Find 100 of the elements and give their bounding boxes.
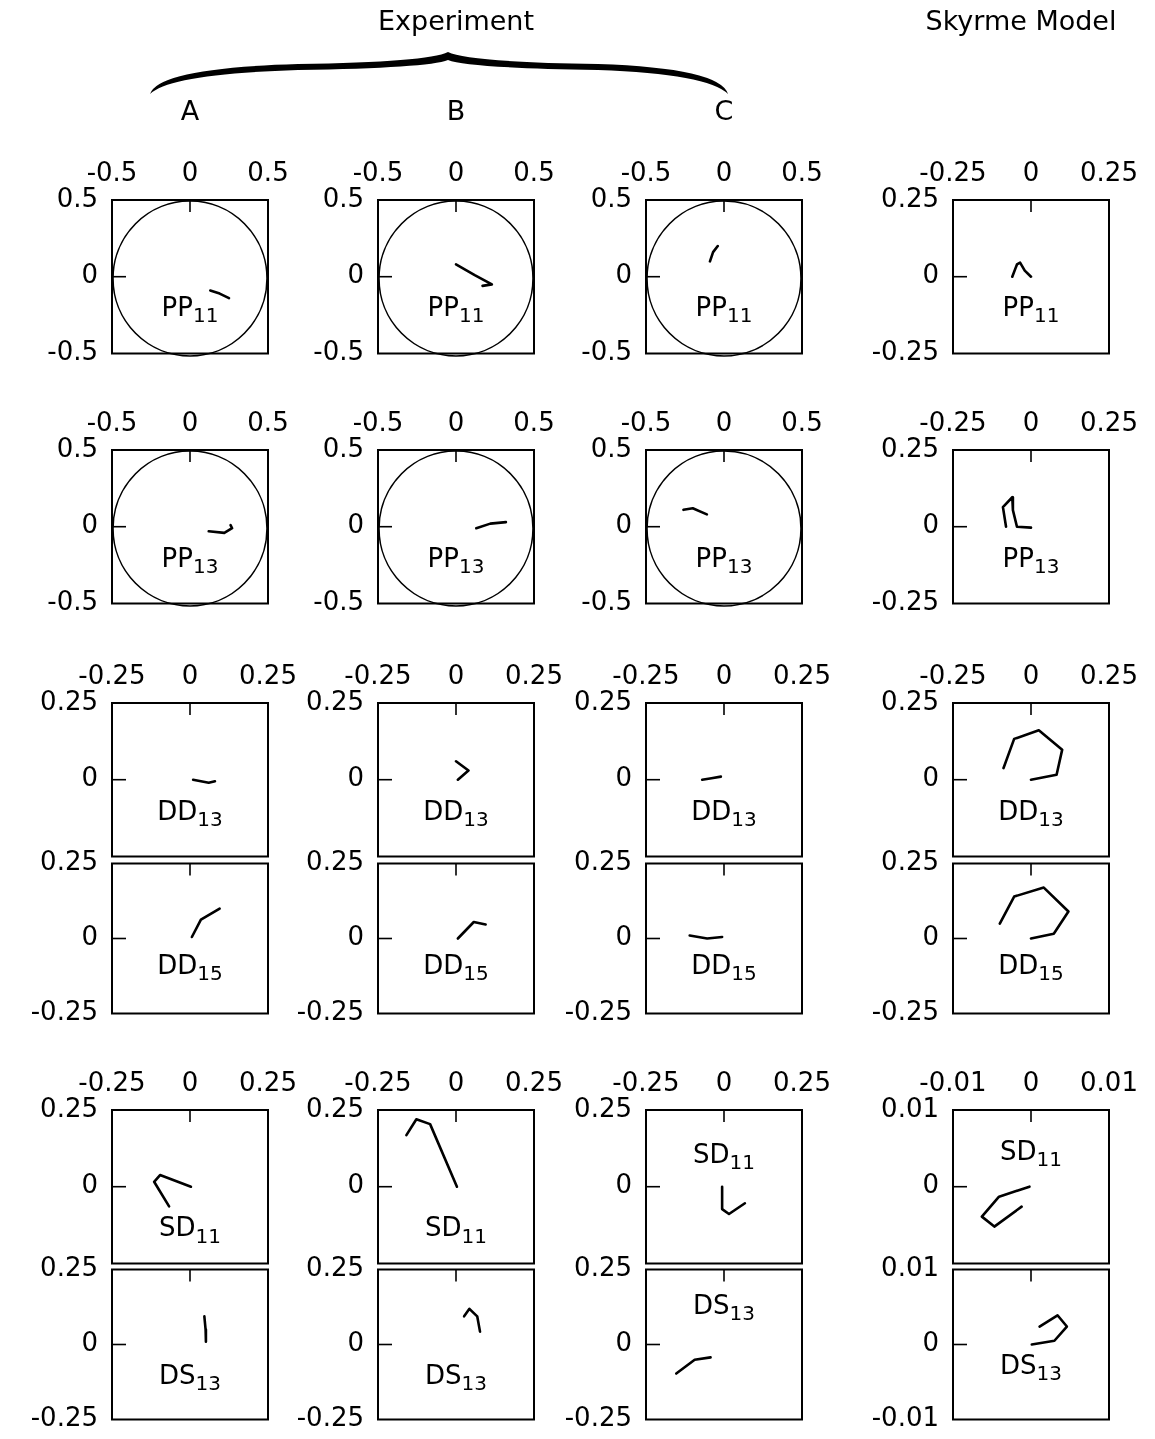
y-tick-label: 0: [615, 509, 632, 540]
y-tick-label: 0.25: [306, 1092, 364, 1123]
y-tick-label: 0.5: [322, 182, 364, 213]
x-tick-label: 0.25: [1080, 407, 1138, 438]
y-tick-label: 0: [81, 259, 98, 290]
chart-title: C: [714, 95, 734, 126]
chart-title: Skyrme Model: [925, 5, 1117, 36]
y-tick-label: 0: [81, 921, 98, 952]
y-tick-label: 0.5: [56, 182, 98, 213]
x-tick-label: 0: [1022, 660, 1040, 691]
x-tick-label: 0.5: [513, 407, 555, 438]
y-tick-label: 0.25: [574, 846, 632, 877]
x-tick-label: 0: [715, 1067, 733, 1098]
x-tick-label: 0: [1022, 1067, 1040, 1098]
x-tick-label: 0.5: [247, 157, 289, 188]
x-tick-label: 0.25: [773, 1067, 831, 1098]
y-tick-label: -0.25: [296, 1402, 364, 1433]
y-tick-label: 0: [81, 762, 98, 793]
y-tick-label: 0.25: [881, 685, 939, 716]
x-tick-label: 0: [1022, 157, 1040, 188]
y-tick-label: 0.01: [881, 1092, 939, 1123]
y-tick-label: 0.25: [881, 432, 939, 463]
y-tick-label: 0: [922, 509, 939, 540]
x-tick-label: 0: [181, 157, 199, 188]
x-tick-label: 0.25: [505, 660, 563, 691]
y-tick-label: 0.5: [590, 182, 632, 213]
y-tick-label: 0: [347, 509, 364, 540]
y-tick-label: 0.25: [881, 846, 939, 877]
y-tick-label: 0.25: [574, 1252, 632, 1283]
x-tick-label: 0: [715, 660, 733, 691]
y-tick-label: 0.5: [590, 432, 632, 463]
y-tick-label: 0.5: [322, 432, 364, 463]
x-tick-label: 0.5: [781, 157, 823, 188]
y-tick-label: 0: [347, 1327, 364, 1358]
y-tick-label: -0.25: [30, 1402, 98, 1433]
y-tick-label: -0.5: [581, 336, 632, 367]
y-tick-label: 0: [615, 921, 632, 952]
y-tick-label: 0: [347, 762, 364, 793]
x-tick-label: 0: [447, 407, 465, 438]
y-tick-label: -0.25: [564, 1402, 632, 1433]
y-tick-label: 0: [922, 259, 939, 290]
y-tick-label: -0.5: [47, 336, 98, 367]
y-tick-label: 0: [347, 921, 364, 952]
y-tick-label: -0.01: [871, 1402, 939, 1433]
y-tick-label: 0: [81, 509, 98, 540]
chart-title: A: [180, 95, 200, 126]
x-tick-label: 0: [715, 157, 733, 188]
y-tick-label: 0.25: [881, 182, 939, 213]
x-tick-label: 0.25: [239, 1067, 297, 1098]
chart-title: B: [446, 95, 466, 126]
x-tick-label: 0.5: [513, 157, 555, 188]
y-tick-label: -0.5: [313, 586, 364, 617]
x-tick-label: 0: [181, 1067, 199, 1098]
y-tick-label: -0.25: [296, 996, 364, 1027]
x-tick-label: 0: [447, 157, 465, 188]
y-tick-label: 0: [347, 259, 364, 290]
y-tick-label: 0: [922, 1327, 939, 1358]
chart-subtitle: Experiment: [377, 5, 535, 36]
x-tick-label: 0.25: [773, 660, 831, 691]
y-tick-label: 0.25: [40, 846, 98, 877]
y-tick-label: -0.25: [564, 996, 632, 1027]
y-tick-label: 0.25: [40, 685, 98, 716]
y-tick-label: -0.25: [30, 996, 98, 1027]
x-tick-label: 0: [715, 407, 733, 438]
x-tick-label: 0.5: [781, 407, 823, 438]
x-tick-label: 0.25: [1080, 157, 1138, 188]
x-tick-label: 0.01: [1080, 1067, 1138, 1098]
y-tick-label: 0.25: [306, 1252, 364, 1283]
x-tick-label: 0.25: [239, 660, 297, 691]
y-tick-label: 0: [347, 1169, 364, 1200]
x-tick-label: 0: [1022, 407, 1040, 438]
y-tick-label: 0.25: [574, 1092, 632, 1123]
x-tick-label: 0: [181, 407, 199, 438]
x-tick-label: 0.25: [505, 1067, 563, 1098]
y-tick-label: 0.25: [40, 1092, 98, 1123]
y-tick-label: 0.25: [40, 1252, 98, 1283]
y-tick-label: -0.25: [871, 336, 939, 367]
y-tick-label: 0.25: [306, 685, 364, 716]
y-tick-label: 0: [922, 921, 939, 952]
y-tick-label: 0.5: [56, 432, 98, 463]
y-tick-label: 0: [81, 1169, 98, 1200]
y-tick-label: 0: [615, 762, 632, 793]
y-tick-label: 0.25: [306, 846, 364, 877]
y-tick-label: 0: [922, 1169, 939, 1200]
y-tick-label: -0.5: [581, 586, 632, 617]
y-tick-label: -0.25: [871, 996, 939, 1027]
y-tick-label: -0.25: [871, 586, 939, 617]
y-tick-label: 0.01: [881, 1252, 939, 1283]
y-tick-label: 0: [922, 762, 939, 793]
x-tick-label: 0.5: [247, 407, 289, 438]
y-tick-label: -0.5: [47, 586, 98, 617]
y-tick-label: 0.25: [574, 685, 632, 716]
y-tick-label: 0: [615, 1327, 632, 1358]
y-tick-label: -0.5: [313, 336, 364, 367]
x-tick-label: 0: [181, 660, 199, 691]
x-tick-label: 0: [447, 1067, 465, 1098]
y-tick-label: 0: [615, 1169, 632, 1200]
x-tick-label: 0.25: [1080, 660, 1138, 691]
x-tick-label: 0: [447, 660, 465, 691]
y-tick-label: 0: [81, 1327, 98, 1358]
